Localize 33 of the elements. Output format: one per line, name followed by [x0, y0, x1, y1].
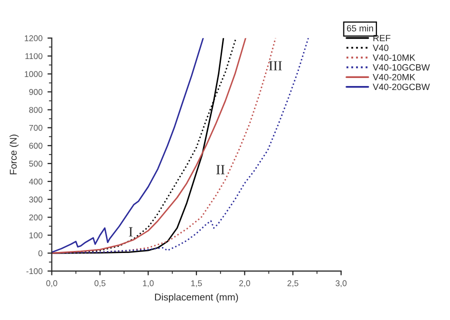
x-tick-label: 0,5	[94, 280, 106, 288]
legend-label: V40-10GCBW	[372, 64, 430, 71]
y-tick-label: 800	[29, 106, 42, 113]
x-tick-label: 1,5	[191, 280, 202, 288]
legend-label: V40-20MK	[372, 74, 416, 80]
x-tick-label: 3,0	[336, 280, 347, 288]
y-tick-label: 700	[29, 124, 42, 131]
legend-label: V40	[372, 44, 388, 52]
y-tick-label: 900	[29, 89, 42, 95]
legend-label: REF	[373, 34, 390, 42]
x-tick-label: 2,5	[288, 280, 298, 288]
y-tick-label: 400	[29, 178, 42, 185]
y-tick-label: 1200	[24, 35, 42, 42]
y-axis-title: Force (N)	[10, 134, 19, 174]
x-tick-label: 2,0	[239, 280, 250, 288]
y-tick-label: -100	[26, 268, 42, 274]
x-tick-label: 0,0	[46, 280, 58, 288]
y-tick-label: 600	[29, 142, 42, 149]
annotation: I	[128, 227, 133, 236]
y-tick-label: 200	[29, 214, 42, 220]
y-tick-label: 500	[29, 160, 42, 167]
annotation: III	[268, 61, 282, 70]
y-tick-label: 1000	[24, 71, 42, 78]
y-tick-label: 100	[29, 232, 42, 238]
legend-label: V40-10MK	[372, 54, 416, 61]
legend-title: 65 min	[346, 24, 374, 32]
y-tick-label: 1100	[25, 53, 42, 60]
x-axis-title: Displacement (mm)	[155, 293, 238, 302]
y-tick-label: 0	[38, 250, 42, 256]
x-tick-label: 1,0	[143, 280, 154, 288]
annotation: II	[216, 165, 225, 174]
legend-label: V40-20GCBW	[372, 84, 430, 90]
y-tick-label: 300	[29, 196, 42, 202]
